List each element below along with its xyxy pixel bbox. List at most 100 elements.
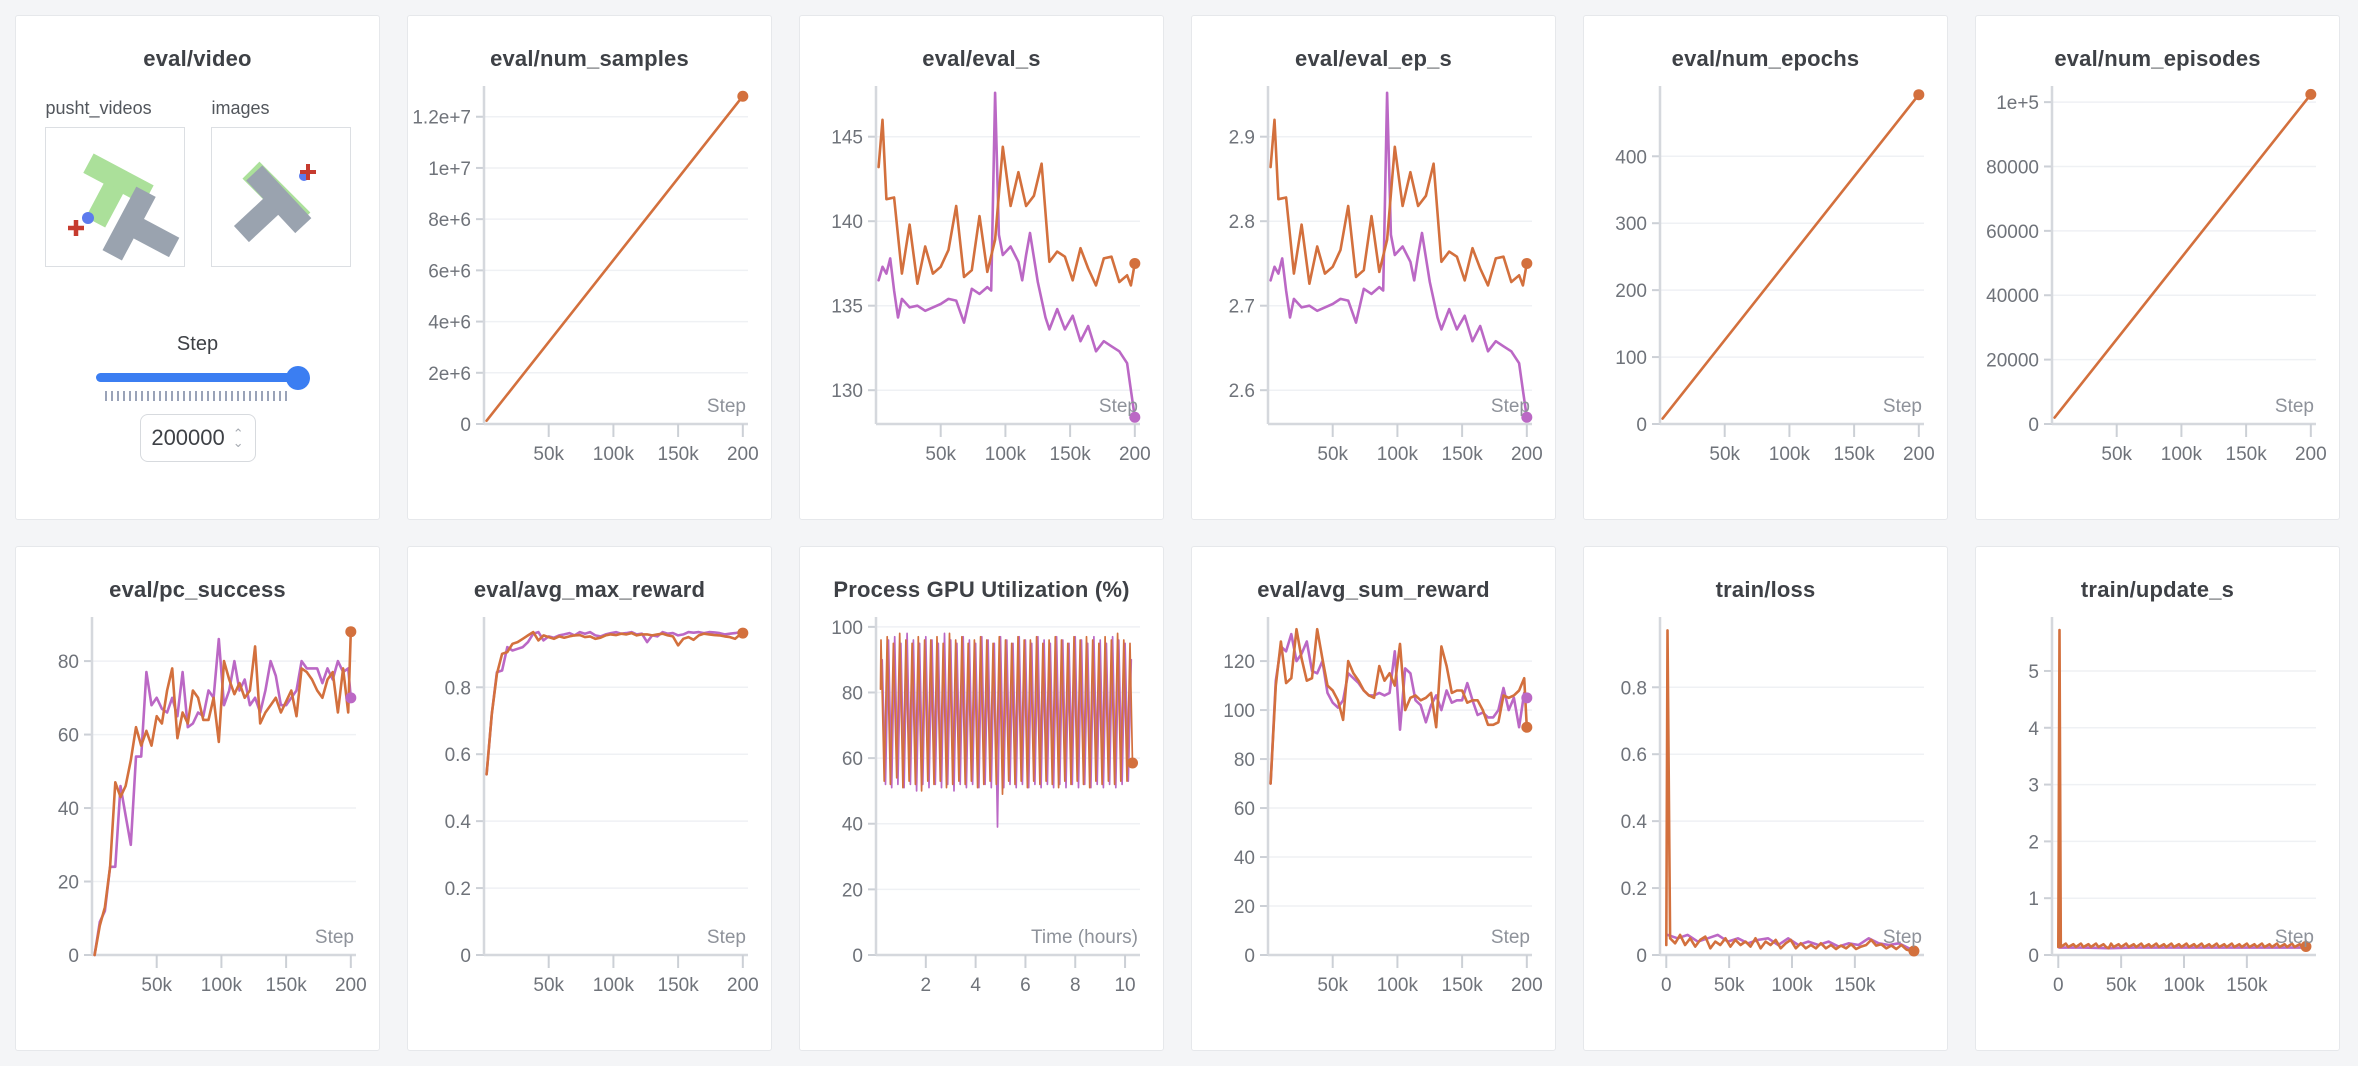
images-caption: images [211,98,270,118]
svg-text:150k: 150k [658,444,700,465]
svg-text:150k: 150k [2226,444,2268,465]
panel-eval-num-samples: eval/num_samples 0 2e+6 4e+6 6e+6 8e+6 1e+7 1.… [407,15,772,520]
svg-text:Step: Step [1883,396,1922,417]
svg-text:100: 100 [1615,348,1647,369]
panel-title: train/loss [1715,577,1816,602]
panel-gpu-utilization: Process GPU Utilization (%) 0 20 40 60 80 100… [799,546,1164,1051]
pusht-scene [67,153,179,261]
svg-text:80: 80 [1234,750,1255,771]
svg-text:Step: Step [1099,396,1138,417]
svg-text:100: 100 [831,618,863,639]
svg-text:1.2e+7: 1.2e+7 [412,108,471,129]
svg-text:0: 0 [2053,975,2064,996]
svg-text:150k: 150k [658,975,700,996]
svg-text:0: 0 [460,946,471,967]
agent-dot [81,212,94,224]
svg-text:80000: 80000 [1986,157,2039,178]
panel-title: eval/num_epochs [1671,46,1860,71]
svg-text:0: 0 [1661,975,1672,996]
svg-text:Step: Step [2275,927,2314,948]
svg-text:3: 3 [2028,776,2039,797]
step-slider[interactable] [95,365,310,390]
spinner-down-icon[interactable]: ⌄ [232,435,244,450]
chart-eval-eval-ep-s[interactable]: 2.6 2.7 2.8 2.9 50k 100k 150k 200 Step [1192,74,1555,494]
svg-text:Step: Step [707,396,746,417]
chart-eval-avg-max-reward[interactable]: 0 0.2 0.4 0.6 0.8 50k 100k 150k 200 Step [408,605,771,1025]
svg-text:200: 200 [1511,975,1543,996]
panel-train-loss: train/loss 0 0.2 0.4 0.6 0.8 0 50k 100k 150k Step [1583,546,1948,1051]
svg-text:120: 120 [1223,652,1255,673]
svg-text:50k: 50k [1714,975,1745,996]
step-spinner[interactable]: ⌃ ⌄ [232,426,244,450]
chart-eval-avg-sum-reward[interactable]: 0 20 40 60 80 100 120 50k 100k 150k 200 Step [1192,605,1555,1025]
svg-text:0.2: 0.2 [445,879,471,900]
svg-text:2: 2 [921,975,932,996]
slider-ticks [104,391,291,401]
chart-eval-num-epochs[interactable]: 0 100 200 300 400 50k 100k 150k 200 Step [1584,74,1947,494]
svg-text:5: 5 [2028,662,2039,683]
svg-text:4e+6: 4e+6 [428,313,471,334]
chart-eval-num-samples[interactable]: 0 2e+6 4e+6 6e+6 8e+6 1e+7 1.2e+7 50k 100k 150k 20… [408,74,771,494]
svg-text:6e+6: 6e+6 [428,261,471,282]
svg-text:135: 135 [831,297,863,318]
svg-text:100k: 100k [2161,444,2203,465]
svg-text:20: 20 [58,873,79,894]
svg-text:8: 8 [1070,975,1081,996]
svg-text:40: 40 [58,799,79,820]
svg-text:2: 2 [2028,832,2039,853]
images-thumbnail[interactable] [210,127,351,267]
chart-train-loss[interactable]: 0 0.2 0.4 0.6 0.8 0 50k 100k 150k Step [1584,605,1947,1025]
svg-text:100k: 100k [985,444,1027,465]
svg-text:2.7: 2.7 [1229,297,1255,318]
svg-text:200: 200 [1615,281,1647,302]
panel-eval-eval-ep-s: eval/eval_ep_s 2.6 2.7 2.8 2.9 50k 100k 150k 20… [1191,15,1556,520]
svg-text:Step: Step [707,927,746,948]
panel-eval-num-episodes: eval/num_episodes 0 20000 40000 60000 80000 1… [1975,15,2340,520]
svg-text:Step: Step [1491,927,1530,948]
svg-text:150k: 150k [1834,444,1876,465]
svg-text:0.2: 0.2 [1621,879,1647,900]
svg-text:6: 6 [1020,975,1031,996]
panel-title: eval/num_samples [490,46,689,71]
pusht-image-scene [233,161,316,243]
pusht-video-thumbnail[interactable] [44,127,185,267]
step-slider-thumb[interactable] [285,365,310,390]
svg-text:80: 80 [58,652,79,673]
svg-text:200: 200 [1119,444,1151,465]
panel-eval-avg-sum-reward: eval/avg_sum_reward 0 20 40 60 80 100 120 50k 10… [1191,546,1556,1051]
svg-text:Step: Step [1883,927,1922,948]
panel-eval-avg-max-reward: eval/avg_max_reward 0 0.2 0.4 0.6 0.8 50k 100k… [407,546,772,1051]
panel-title: eval/video [143,46,252,71]
svg-text:145: 145 [831,128,863,149]
svg-text:0.8: 0.8 [1621,678,1647,699]
step-value[interactable]: 200000 [151,425,225,450]
panel-eval-video: eval/video pusht_videos [15,15,380,520]
svg-text:150k: 150k [2226,975,2268,996]
panel-title: eval/avg_max_reward [473,577,706,602]
target-cross-icon [299,164,316,180]
panel-eval-pc-success: eval/pc_success 0 20 40 60 80 50k 100k 150k 200 S… [15,546,380,1051]
svg-text:300: 300 [1615,214,1647,235]
svg-text:0.6: 0.6 [1621,745,1647,766]
svg-text:Step: Step [2275,396,2314,417]
svg-text:150k: 150k [1442,975,1484,996]
svg-text:130: 130 [831,381,863,402]
svg-text:1e+5: 1e+5 [1996,93,2039,114]
chart-eval-pc-success[interactable]: 0 20 40 60 80 50k 100k 150k 200 Step [16,605,379,1025]
svg-text:150k: 150k [1834,975,1876,996]
svg-text:50k: 50k [1709,444,1740,465]
svg-text:2e+6: 2e+6 [428,364,471,385]
spinner-up-icon[interactable]: ⌃ [232,426,244,441]
svg-text:Step: Step [315,927,354,948]
svg-text:50k: 50k [925,444,956,465]
svg-text:20000: 20000 [1986,351,2039,372]
chart-eval-eval-s[interactable]: 130 135 140 145 50k 100k 150k 200 Step [800,74,1163,494]
step-input[interactable]: 200000 ⌃ ⌄ [139,414,256,462]
svg-text:100k: 100k [1377,975,1419,996]
chart-train-update-s[interactable]: 0 1 2 3 4 5 0 50k 100k 150k Step [1976,605,2339,1025]
svg-text:60: 60 [58,726,79,747]
target-cross-icon [67,220,84,236]
chart-eval-num-episodes[interactable]: 0 20000 40000 60000 80000 1e+5 50k 100k 150k 200 S… [1976,74,2339,494]
svg-text:Time (hours): Time (hours) [1031,927,1138,948]
chart-gpu-utilization[interactable]: 0 20 40 60 80 100 2 4 6 8 10 Time (hours) [800,605,1163,1025]
